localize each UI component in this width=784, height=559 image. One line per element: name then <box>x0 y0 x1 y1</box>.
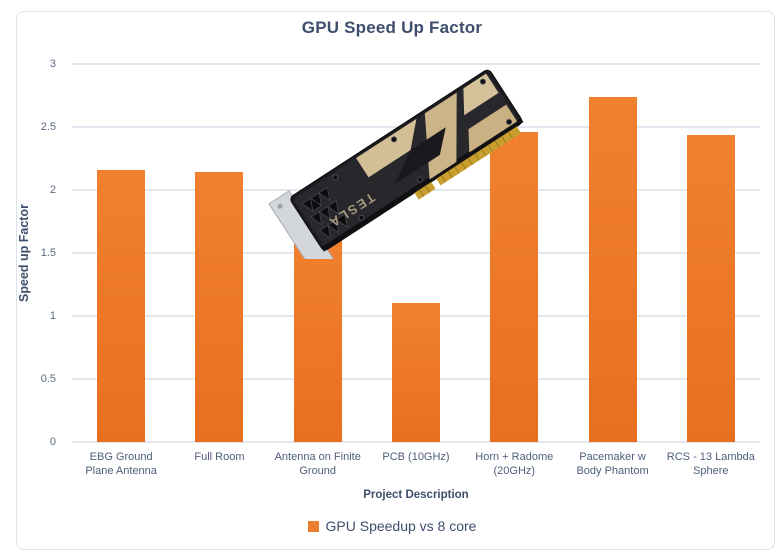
bar-slot <box>465 64 563 442</box>
bar <box>490 132 539 442</box>
y-tick-label: 1 <box>49 310 56 322</box>
x-category-label: Pacemaker w Body Phantom <box>576 451 649 477</box>
x-category-label: Horn + Radome (20GHz) <box>475 451 554 477</box>
bar <box>195 172 244 442</box>
bar-slot <box>72 64 170 442</box>
bar <box>391 303 440 442</box>
x-axis-title: Project Description <box>363 489 469 501</box>
y-tick-label: 2.5 <box>40 121 56 133</box>
x-category-label: RCS - 13 Lambda Sphere <box>666 451 755 477</box>
bar <box>97 169 146 442</box>
plot-area <box>72 63 760 443</box>
y-tick-label: 3 <box>49 58 56 70</box>
bar <box>293 234 342 442</box>
bar-slot <box>269 64 367 442</box>
chart-title: GPU Speed Up Factor <box>301 18 483 37</box>
gridline <box>72 63 760 65</box>
bar-slot <box>170 64 268 442</box>
gridline <box>72 252 760 254</box>
x-category-label: Full Room <box>194 451 245 463</box>
y-tick-label: 2 <box>49 184 56 196</box>
y-tick-labels: 0 0.5 1 1.5 2 2.5 3 <box>0 58 64 448</box>
category-labels: EBG Ground Plane Antenna Full Room Antenna… <box>72 450 760 478</box>
bars-row <box>72 64 760 442</box>
y-tick-label: 0 <box>49 436 56 448</box>
x-category-label: EBG Ground Plane Antenna <box>85 451 157 477</box>
bar <box>588 96 637 442</box>
y-tick-label: 0.5 <box>40 373 56 385</box>
bar <box>686 134 735 442</box>
gridline <box>72 441 760 443</box>
x-category-label: Antenna on Finite Ground <box>274 451 361 477</box>
legend: GPU Speedup vs 8 core <box>0 518 784 534</box>
y-tick-label: 1.5 <box>40 247 56 259</box>
legend-swatch-icon <box>307 520 319 532</box>
legend-label: GPU Speedup vs 8 core <box>325 518 477 534</box>
bar-slot <box>662 64 760 442</box>
x-category-label: PCB (10GHz) <box>382 451 450 463</box>
bar-slot <box>563 64 661 442</box>
bar-slot <box>367 64 465 442</box>
